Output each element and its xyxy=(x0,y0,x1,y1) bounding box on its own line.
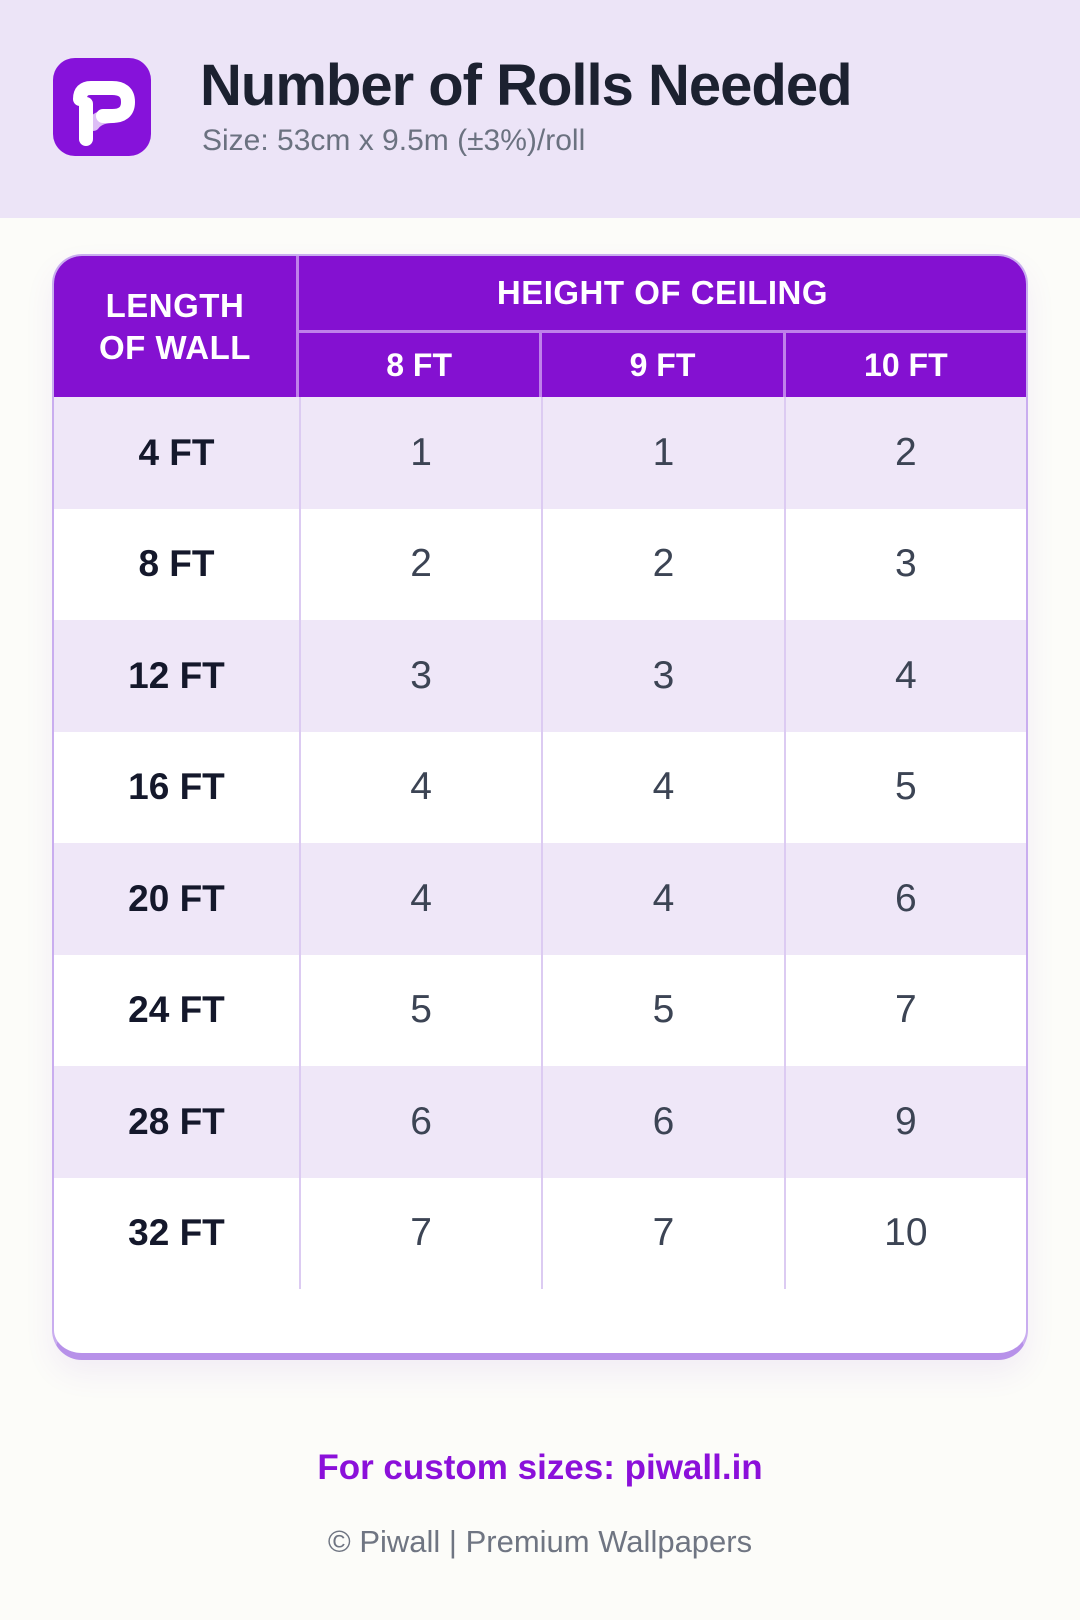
cell-value: 2 xyxy=(298,508,541,620)
cell-value: 1 xyxy=(298,397,541,509)
cell-value: 4 xyxy=(298,731,541,843)
piwall-logo xyxy=(53,58,151,156)
cell-value: 2 xyxy=(783,397,1026,509)
page-subtitle: Size: 53cm x 9.5m (±3%)/roll xyxy=(202,124,586,157)
cell-value: 7 xyxy=(298,1177,541,1289)
cell-value: 7 xyxy=(783,954,1026,1066)
table-row: 28 FT 6 6 9 xyxy=(54,1066,1026,1178)
cell-value: 5 xyxy=(298,954,541,1066)
cell-value: 6 xyxy=(541,1066,783,1178)
cell-value: 3 xyxy=(541,620,783,732)
column-header-10ft: 10 FT xyxy=(782,333,1026,397)
cell-value: 3 xyxy=(298,620,541,732)
table-header: LENGTH OF WALL HEIGHT OF CEILING 8 FT 9 … xyxy=(54,256,1026,397)
table-body: 4 FT 1 1 2 8 FT 2 2 3 12 FT 3 3 4 16 FT … xyxy=(54,397,1026,1289)
row-group-header-label: LENGTH OF WALL xyxy=(98,287,251,366)
column-headers-block: HEIGHT OF CEILING 8 FT 9 FT 10 FT xyxy=(298,256,1026,397)
cell-value: 4 xyxy=(541,843,783,955)
row-label: 4 FT xyxy=(138,431,215,473)
row-label: 16 FT xyxy=(128,766,225,808)
column-header-9ft: 9 FT xyxy=(539,333,782,397)
cell-value: 10 xyxy=(783,1177,1026,1289)
row-label: 24 FT xyxy=(128,989,225,1031)
table-row: 32 FT 7 7 10 xyxy=(54,1177,1026,1289)
row-label: 8 FT xyxy=(138,543,215,585)
column-subheaders: 8 FT 9 FT 10 FT xyxy=(299,333,1026,397)
table-row: 24 FT 5 5 7 xyxy=(54,954,1026,1066)
table-row: 12 FT 3 3 4 xyxy=(54,620,1026,732)
header-band: Number of Rolls Needed Size: 53cm x 9.5m… xyxy=(0,0,1080,218)
cell-value: 3 xyxy=(783,508,1026,620)
cell-value: 2 xyxy=(541,508,783,620)
cell-value: 6 xyxy=(783,843,1026,955)
cell-value: 4 xyxy=(298,843,541,955)
piwall-p-icon xyxy=(73,81,136,146)
cell-value: 4 xyxy=(541,731,783,843)
cell-value: 5 xyxy=(541,954,783,1066)
page-title: Number of Rolls Needed xyxy=(200,53,853,118)
table-row: 8 FT 2 2 3 xyxy=(54,508,1026,620)
row-label: 32 FT xyxy=(128,1212,225,1254)
row-label: 20 FT xyxy=(128,877,225,919)
table-row: 4 FT 1 1 2 xyxy=(54,397,1026,509)
rolls-table-card: LENGTH OF WALL HEIGHT OF CEILING 8 FT 9 … xyxy=(52,254,1028,1360)
cell-value: 4 xyxy=(783,620,1026,732)
cell-value: 1 xyxy=(541,397,783,509)
row-label: 12 FT xyxy=(128,654,225,696)
cell-value: 6 xyxy=(298,1066,541,1178)
column-group-header: HEIGHT OF CEILING xyxy=(298,256,1026,333)
copyright-text: © Piwall | Premium Wallpapers xyxy=(327,1524,753,1559)
row-group-header: LENGTH OF WALL xyxy=(54,256,299,397)
table-row: 20 FT 4 4 6 xyxy=(54,843,1026,955)
table-row: 16 FT 4 4 5 xyxy=(54,731,1026,843)
cell-value: 5 xyxy=(783,731,1026,843)
row-label: 28 FT xyxy=(128,1100,225,1142)
custom-sizes-text: For custom sizes: piwall.in xyxy=(317,1448,763,1487)
column-header-8ft: 8 FT xyxy=(386,346,452,383)
cell-value: 9 xyxy=(783,1066,1026,1178)
cell-value: 7 xyxy=(541,1177,783,1289)
